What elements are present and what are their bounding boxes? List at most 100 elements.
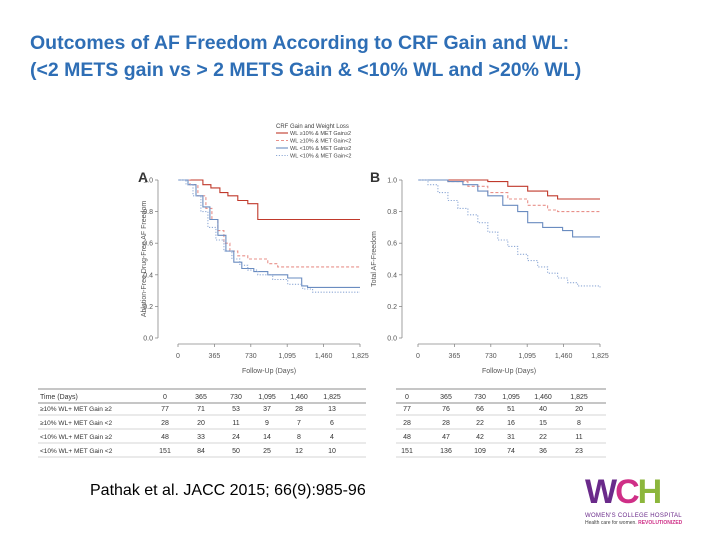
legend-title: CRF Gain and Weight Loss (276, 124, 349, 130)
x-axis-label: Follow-Up (Days) (242, 368, 296, 375)
table-cell: 50 (232, 448, 240, 455)
logo-tagline-prefix: Health care for women. (585, 520, 637, 526)
logo-tagline-emphasis: REVOLUTIONIZED (638, 520, 683, 526)
km-series-line (418, 179, 600, 238)
table-cell: 14 (263, 434, 271, 441)
table-cell: 31 (507, 434, 515, 441)
table-cell: 20 (197, 420, 205, 427)
table-cell: 9 (265, 420, 269, 427)
slide-title: Outcomes of AF Freedom According to CRF … (30, 32, 582, 81)
table-cell: 36 (539, 448, 547, 455)
table-row-label: ≥10% WL+ MET Gain <2 (40, 420, 112, 427)
legend-entry: WL <10% & MET Gain<2 (290, 154, 351, 160)
table-cell: 33 (197, 434, 205, 441)
table-cell: 11 (232, 420, 239, 427)
table-cell: 22 (539, 434, 547, 441)
x-tick-label: 0 (416, 353, 420, 360)
table-cell: 4 (330, 434, 334, 441)
table-cell: 84 (197, 448, 205, 455)
table-cell: 77 (161, 406, 169, 413)
table-cell: 10 (328, 448, 336, 455)
table-header-cell: 1,825 (570, 394, 588, 401)
x-tick-label: 365 (209, 353, 221, 360)
y-tick-label: 0.2 (143, 304, 153, 311)
logo-tagline: Health care for women. REVOLUTIONIZED (585, 520, 697, 527)
x-tick-label: 1,095 (278, 353, 296, 360)
km-panel-b: B 0.0 0.2 0.4 0.6 0.8 1.0 Total AF-Freedom 0 365 7… (370, 169, 609, 375)
table-cell: 40 (539, 406, 547, 413)
table-cell: 28 (295, 406, 303, 413)
table-cell: 77 (403, 406, 411, 413)
table-cell: 6 (330, 420, 334, 427)
table-cell: 13 (328, 406, 336, 413)
km-series-line (178, 179, 360, 221)
table-cell: 24 (232, 434, 240, 441)
y-axis-label: Ablation-Free Drug-Free AF Freedom (141, 201, 148, 317)
table-cell: 11 (575, 434, 582, 441)
wch-logo: WCH WOMEN'S COLLEGE HOSPITAL Health care… (585, 474, 697, 534)
table-cell: 48 (403, 434, 411, 441)
table-cell: 37 (263, 406, 271, 413)
logo-letter-c: C (615, 473, 640, 511)
table-header-cell: 730 (230, 394, 242, 401)
table-cell: 28 (403, 420, 411, 427)
y-tick-label: 0.6 (143, 241, 153, 248)
y-tick-label: 0.0 (143, 336, 153, 343)
table-cell: 12 (295, 448, 303, 455)
km-series-line (418, 179, 600, 213)
y-axis-label: Total AF-Freedom (371, 231, 378, 287)
table-cell: 71 (197, 406, 205, 413)
x-tick-label: 730 (245, 353, 257, 360)
table-cell: 51 (507, 406, 515, 413)
y-tick-label: 1.0 (387, 178, 397, 185)
table-header-cell: 1,095 (502, 394, 520, 401)
table-cell: 151 (401, 448, 413, 455)
table-row-label: <10% WL+ MET Gain ≥2 (40, 434, 112, 441)
y-tick-label: 0.8 (387, 209, 397, 216)
table-header-cell: 1,095 (258, 394, 276, 401)
x-tick-label: 1,825 (351, 353, 369, 360)
table-cell: 8 (577, 420, 581, 427)
citation: Pathak et al. JACC 2015; 66(9):985-96 (90, 482, 366, 499)
table-row-label: <10% WL+ MET Gain <2 (40, 448, 113, 455)
risk-tables: Time (Days) 0 365 730 1,095 1,460 1,825 ≥10% WL… (38, 388, 606, 458)
table-cell: 28 (442, 420, 450, 427)
table-cell: 16 (507, 420, 515, 427)
table-cell: 151 (159, 448, 171, 455)
km-series-line (178, 179, 360, 268)
table-cell: 47 (442, 434, 450, 441)
y-tick-label: 0.2 (387, 304, 397, 311)
table-cell: 15 (539, 420, 547, 427)
table-cell: 20 (575, 406, 583, 413)
km-series-line (178, 179, 360, 288)
table-header-label: Time (Days) (40, 394, 78, 401)
x-axis-label: Follow-Up (Days) (482, 368, 536, 375)
table-header-cell: 365 (440, 394, 452, 401)
y-tick-label: 0.0 (387, 336, 397, 343)
legend-entry: WL ≥10% & MET Gain≥2 (290, 131, 351, 137)
table-cell: 8 (297, 434, 301, 441)
table-cell: 66 (476, 406, 484, 413)
table-cell: 136 (440, 448, 452, 455)
table-header-cell: 1,825 (323, 394, 341, 401)
table-cell: 109 (474, 448, 486, 455)
logo-hospital-name: WOMEN'S COLLEGE HOSPITAL (585, 513, 682, 519)
panel-label: A (138, 169, 148, 185)
x-tick-label: 1,460 (555, 353, 573, 360)
y-tick-label: 0.4 (143, 272, 153, 279)
x-tick-label: 730 (485, 353, 497, 360)
km-panel-a: A 0.0 0.2 0.4 0.6 0.8 1.0 Ablation-Free Drug-Fr… (138, 169, 369, 375)
x-tick-label: 365 (449, 353, 461, 360)
x-tick-label: 0 (176, 353, 180, 360)
table-cell: 76 (442, 406, 450, 413)
x-tick-label: 1,460 (315, 353, 333, 360)
legend-entry: WL ≥10% & MET Gain<2 (290, 139, 351, 145)
table-cell: 48 (161, 434, 169, 441)
table-cell: 42 (476, 434, 484, 441)
table-header-cell: 365 (195, 394, 207, 401)
legend-entry: WL <10% & MET Gain≥2 (290, 146, 351, 152)
y-tick-label: 0.6 (387, 241, 397, 248)
logo-mark: WCH (585, 474, 697, 510)
